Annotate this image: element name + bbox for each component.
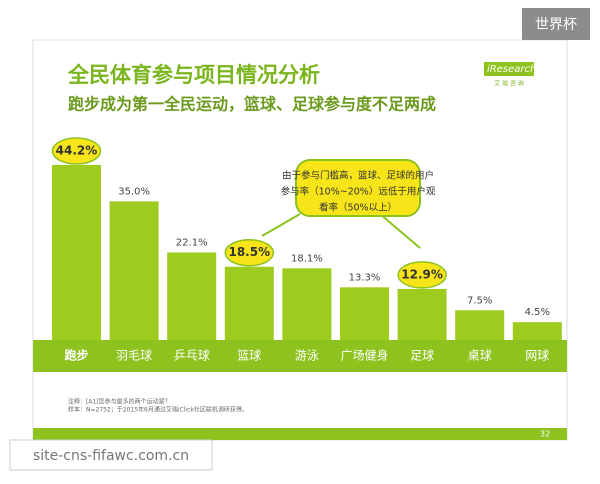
- chart-title: 全民体育参与项目情况分析: [67, 63, 320, 87]
- watermark: site-cns-fifawc.com.cn: [33, 448, 189, 464]
- value-label: 7.5%: [467, 295, 492, 306]
- callout-pointer: [261, 213, 421, 249]
- value-label: 4.5%: [525, 307, 550, 318]
- value-label: 13.3%: [349, 272, 381, 283]
- callout-text: 由于参与门槛高，篮球、足球的用户: [282, 170, 434, 182]
- value-label: 35.0%: [118, 186, 150, 197]
- logo-box: [484, 62, 534, 76]
- value-label: 18.5%: [228, 245, 270, 259]
- value-label: 44.2%: [56, 143, 98, 157]
- x-tick-label: 桌球: [468, 349, 492, 363]
- value-label: 18.1%: [291, 253, 323, 264]
- logo-sub: 艾 瑞 咨 询: [494, 80, 524, 88]
- logo: iResearch: [487, 64, 536, 75]
- bar: [52, 164, 101, 340]
- bar: [340, 287, 389, 340]
- bar: [109, 201, 159, 340]
- bar: [167, 252, 217, 340]
- callout-text: 参与率（10%~20%）远低于用户观: [281, 186, 436, 198]
- callout-text: 看率（50%以上）: [319, 202, 397, 214]
- x-tick-label: 游泳: [295, 349, 319, 363]
- corner-tag: 世界杯: [535, 17, 577, 33]
- value-label-bubble: [51, 137, 102, 165]
- note: 样本：N=2752；于2015年6月通过艾瑞iClick社区联机调研获得。: [68, 406, 248, 414]
- bar: [397, 288, 447, 340]
- bar: [224, 266, 274, 340]
- value-label: 22.1%: [176, 237, 208, 248]
- corner-tag-box: [522, 8, 590, 40]
- footer-band: [33, 428, 567, 440]
- value-label: 12.9%: [401, 267, 443, 281]
- bar: [455, 310, 505, 340]
- x-tick-label: 广场健身: [340, 348, 388, 363]
- value-label-bubble: [224, 238, 275, 267]
- watermark-box: [9, 439, 213, 471]
- chart-subtitle: 跑步成为第一全民运动，篮球、足球参与度不足两成: [68, 95, 436, 114]
- category-band: [33, 340, 567, 372]
- x-tick-label: 足球: [410, 349, 434, 363]
- x-tick-label: 羽毛球: [116, 349, 152, 363]
- x-tick-label: 乒乓球: [174, 349, 210, 363]
- page-number: 32: [540, 430, 550, 439]
- bar: [282, 268, 332, 340]
- x-tick-label: 跑步: [64, 348, 88, 363]
- x-tick-label: 网球: [525, 349, 549, 363]
- callout-box: [295, 159, 421, 217]
- value-label-bubble: [397, 261, 447, 289]
- bar: [512, 322, 562, 340]
- note: 注释：[A1]您参与最多的两个运动是？: [68, 398, 171, 406]
- x-tick-label: 篮球: [237, 348, 261, 363]
